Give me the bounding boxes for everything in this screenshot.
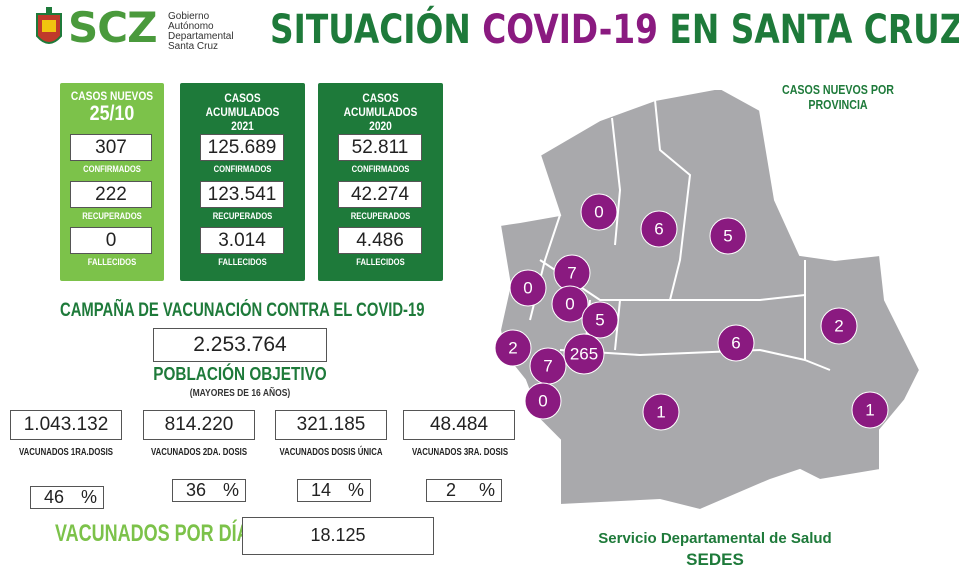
acc2020-deaths-value: 4.486	[338, 227, 422, 254]
acc2021-deaths-value: 3.014	[200, 227, 284, 254]
dose1-percent: 46%	[30, 486, 104, 509]
acc2020-heading: CASOS ACUMULADOS 2020	[343, 91, 418, 133]
footer-service: Servicio Departamental de Salud	[598, 530, 832, 547]
vaccination-title: CAMPAÑA DE VACUNACIÓN CONTRA EL COVID-19	[60, 300, 425, 321]
daily-heading: CASOS NUEVOS 25/10	[70, 89, 154, 125]
per-day-value: 18.125	[242, 517, 434, 555]
dose-single-value: 321.185	[275, 410, 387, 440]
acc2020-confirmed-value: 52.811	[338, 134, 422, 161]
acc2021-confirmed-label: CONFIRMADOS	[213, 164, 272, 174]
logo-subtitle: Gobierno Autónomo Departamental Santa Cr…	[168, 11, 234, 52]
dose3-percent: 2%	[426, 479, 502, 502]
coat-of-arms-icon	[36, 7, 62, 44]
footer-sedes: SEDES	[686, 550, 744, 569]
dose3-value: 48.484	[403, 410, 515, 440]
province-map	[498, 90, 922, 512]
page-title: SITUACIÓN COVID-19 EN SANTA CRUZ	[270, 7, 959, 53]
acc2020-confirmed-label: CONFIRMADOS	[351, 164, 410, 174]
per-day-label: VACUNADOS POR DÍA	[55, 520, 250, 547]
daily-deaths-value: 0	[70, 227, 152, 254]
accumulated-2021-panel: CASOS ACUMULADOS 2021 125.689 CONFIRMADOS…	[180, 83, 305, 281]
acc2020-deaths-label: FALLECIDOS	[356, 257, 405, 267]
dose2-percent: 36%	[172, 479, 246, 502]
dose2-value: 814.220	[143, 410, 255, 440]
dose3-label: VACUNADOS 3RA. DOSIS	[411, 447, 509, 458]
acc2021-heading: CASOS ACUMULADOS 2021	[205, 91, 280, 133]
acc2020-recovered-label: RECUPERADOS	[350, 211, 411, 221]
daily-cases-panel: CASOS NUEVOS 25/10 307 CONFIRMADOS 222 RE…	[60, 83, 164, 281]
acc2021-recovered-label: RECUPERADOS	[212, 211, 273, 221]
accumulated-2020-panel: CASOS ACUMULADOS 2020 52.811 CONFIRMADOS …	[318, 83, 443, 281]
dose2-label: VACUNADOS 2DA. DOSIS	[150, 447, 248, 458]
daily-confirmed-value: 307	[70, 134, 152, 161]
daily-recovered-value: 222	[70, 181, 152, 208]
target-population-value: 2.253.764	[153, 328, 327, 362]
target-population-label: POBLACIÓN OBJETIVO	[153, 364, 327, 384]
dose-single-percent: 14%	[297, 479, 371, 502]
logo-text: SCZ	[68, 3, 158, 52]
dose1-value: 1.043.132	[10, 410, 122, 440]
map-title: CASOS NUEVOS POR PROVINCIA	[782, 82, 894, 112]
dose-single-label: VACUNADOS DOSIS ÚNICA	[279, 447, 383, 458]
acc2020-recovered-value: 42.274	[338, 181, 422, 208]
acc2021-recovered-value: 123.541	[200, 181, 284, 208]
acc2021-deaths-label: FALLECIDOS	[218, 257, 267, 267]
dose1-label: VACUNADOS 1RA.DOSIS	[19, 447, 113, 458]
daily-deaths-label: FALLECIDOS	[87, 257, 137, 267]
acc2021-confirmed-value: 125.689	[200, 134, 284, 161]
daily-recovered-label: RECUPERADOS	[82, 211, 142, 221]
target-population-subtitle: (MAYORES DE 16 AÑOS)	[189, 388, 291, 399]
daily-confirmed-label: CONFIRMADOS	[83, 164, 141, 174]
